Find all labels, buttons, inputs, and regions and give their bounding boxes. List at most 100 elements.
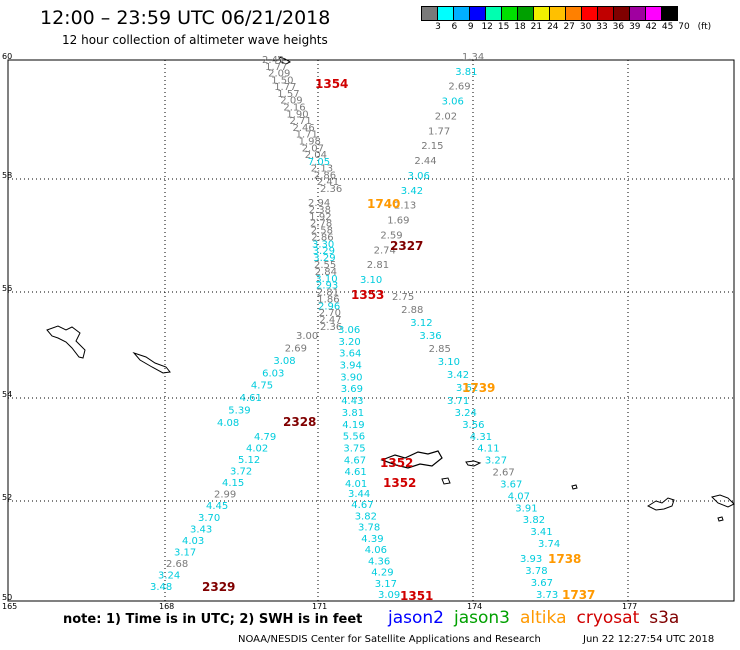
wave-height-value: 1.92 <box>309 212 331 223</box>
wave-height-value: 4.61 <box>345 467 367 478</box>
wave-height-value: 1.86 <box>317 294 339 305</box>
wave-height-value: 1.57 <box>277 89 299 100</box>
wave-height-value: 3.42 <box>401 186 423 197</box>
wave-height-value: 3.29 <box>313 253 335 264</box>
wave-height-value: 1.77 <box>428 126 450 137</box>
longitude-label: 177 <box>622 602 637 611</box>
wave-height-value: 2.86 <box>311 232 333 243</box>
pass-number-labels: 1354 2327 1740 1353 1739 1738 1737 2328 2329 1352… <box>202 77 595 603</box>
wave-height-value: 4.15 <box>222 478 244 489</box>
wave-height-value: 2.88 <box>401 305 423 316</box>
longitude-label: 165 <box>2 602 17 611</box>
wave-height-value: 5.56 <box>343 432 365 443</box>
wave-height-readings: 2.491.772.091.501.771.572.092.161.902.71… <box>150 52 560 601</box>
wave-height-value: 1.69 <box>387 216 409 227</box>
wave-height-value: 2.15 <box>421 141 443 152</box>
wave-height-value: 3.62 <box>456 383 478 394</box>
wave-height-value: 2.49 <box>262 55 284 66</box>
wave-height-value: 4.03 <box>182 536 204 547</box>
colorbar-label: 21 <box>530 22 543 32</box>
pass-label: 1352 <box>383 476 416 490</box>
wave-height-value: 2.02 <box>435 112 457 123</box>
legend-entry-jason2: jason2 <box>388 608 444 628</box>
wave-height-value: 3.36 <box>419 331 441 342</box>
wave-height-value: 3.64 <box>339 349 361 360</box>
wave-height-value: 2.81 <box>367 260 389 271</box>
wave-height-value: 2.67 <box>493 468 515 479</box>
wave-height-value: 3.91 <box>515 503 537 514</box>
latitude-label: 52 <box>2 493 12 502</box>
wave-height-value: 6.03 <box>262 368 284 379</box>
wave-height-value: 2.86 <box>314 170 336 181</box>
longitude-label: 174 <box>467 602 482 611</box>
wave-height-value: 4.29 <box>371 568 393 579</box>
wave-height-value: 3.81 <box>342 408 364 419</box>
wave-height-value: 3.93 <box>520 554 542 565</box>
island-small-c <box>278 56 292 65</box>
wave-height-value: 4.79 <box>254 432 276 443</box>
wave-height-value: 3.67 <box>500 479 522 490</box>
pass-label: 1738 <box>548 552 581 566</box>
wave-height-value: 4.11 <box>477 444 499 455</box>
wave-height-value: 1.77 <box>265 62 287 73</box>
wave-height-value: 2.41 <box>317 177 339 188</box>
wave-height-value: 2.75 <box>392 292 414 303</box>
wave-height-value: 4.07 <box>508 491 530 502</box>
longitude-label: 168 <box>159 602 174 611</box>
wave-height-value: 3.24 <box>158 571 180 582</box>
wave-height-value: 3.56 <box>462 420 484 431</box>
wave-height-value: 3.41 <box>530 527 552 538</box>
latitude-label: 50 <box>2 593 12 602</box>
wave-height-value: 3.74 <box>538 539 560 550</box>
longitude-label: 171 <box>312 602 327 611</box>
colorbar-label: (ft) <box>697 22 712 32</box>
wave-height-value: 4.75 <box>251 381 273 392</box>
credit-line: NOAA/NESDIS Center for Satellite Applica… <box>238 634 541 645</box>
wave-height-value: 3.82 <box>355 511 377 522</box>
pass-label: 1354 <box>315 77 348 91</box>
wave-height-value: 3.00 <box>296 331 318 342</box>
island-small-a <box>571 484 578 490</box>
wave-height-value: 1.98 <box>299 137 321 148</box>
wave-height-value: 3.17 <box>375 579 397 590</box>
map-subtitle: 12 hour collection of altimeter wave hei… <box>62 33 328 47</box>
wave-height-value: 2.58 <box>311 226 333 237</box>
wave-height-value: 3.48 <box>150 582 172 593</box>
satellite-legend: jason2 jason3 altika cryosat s3a <box>388 608 689 628</box>
colorbar-label: 33 <box>596 22 608 32</box>
wave-height-value: 4.31 <box>470 432 492 443</box>
latitude-label: 56 <box>2 284 12 293</box>
pass-label: 1739 <box>462 381 495 395</box>
wave-height-value: 2.36 <box>320 184 342 195</box>
island-agattu <box>132 351 171 374</box>
wave-height-value: 3.78 <box>525 566 547 577</box>
wave-height-value: 4.39 <box>361 534 383 545</box>
wave-height-value: 3.10 <box>360 275 382 286</box>
wave-height-value: 2.59 <box>380 230 402 241</box>
wave-height-value: 2.07 <box>302 143 324 154</box>
colorbar-label: 18 <box>514 22 526 32</box>
wave-height-colorbar <box>421 6 678 21</box>
legend-entry-altika: altika <box>520 608 567 628</box>
wave-height-value: 3.70 <box>198 513 220 524</box>
colorbar-label: 3 <box>435 22 441 32</box>
colorbar-label: 42 <box>645 22 657 32</box>
latitude-label: 54 <box>2 390 12 399</box>
wave-height-value: 5.39 <box>228 406 250 417</box>
colorbar-label: 24 <box>547 22 559 32</box>
wave-height-value: 2.68 <box>166 559 188 570</box>
island-attu <box>46 325 86 359</box>
legend-entry-s3a: s3a <box>649 608 680 628</box>
wave-height-value: 2.85 <box>429 344 451 355</box>
wave-height-value: 4.67 <box>344 455 366 466</box>
wave-height-value: 2.09 <box>280 96 302 107</box>
latitude-label: 58 <box>2 171 12 180</box>
wave-height-value: 2.99 <box>214 490 236 501</box>
wave-height-value: 1.71 <box>296 130 318 141</box>
wave-height-value: 3.73 <box>536 590 558 601</box>
wave-height-value: 3.06 <box>442 97 464 108</box>
wave-height-value: 3.27 <box>485 456 507 467</box>
colorbar-labels: 3 6 9 12 15 18 21 24 27 30 33 36 39 42 45 70 (ft) <box>422 22 740 34</box>
wave-height-value: 3.17 <box>174 547 196 558</box>
